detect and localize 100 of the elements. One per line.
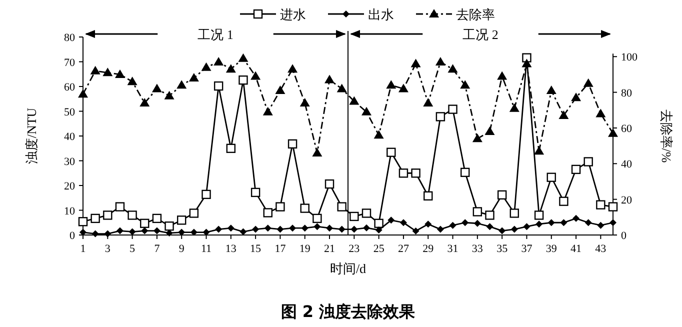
point xyxy=(336,84,347,92)
y-axis-title: 浊度/NTU xyxy=(24,107,39,164)
point xyxy=(410,58,421,68)
point xyxy=(201,62,212,71)
point xyxy=(177,216,186,225)
point xyxy=(362,224,370,232)
point xyxy=(536,220,543,228)
point xyxy=(152,214,162,224)
x-tick-label: 7 xyxy=(154,243,160,255)
y2-tick-label: 0 xyxy=(621,230,627,242)
point xyxy=(102,68,113,76)
point xyxy=(176,80,187,89)
text: 图 2 浊度去除效果 xyxy=(280,302,416,321)
point xyxy=(128,210,137,220)
point xyxy=(510,226,518,233)
x-tick-label: 27 xyxy=(398,243,410,255)
point xyxy=(140,218,150,228)
x-tick-label: 1 xyxy=(80,243,86,255)
point xyxy=(398,168,408,178)
point xyxy=(522,58,532,68)
x-axis-title: 时间/d xyxy=(330,261,367,276)
point xyxy=(423,98,434,106)
annotation: 工况 1 xyxy=(198,27,234,42)
point xyxy=(92,230,99,238)
point xyxy=(460,168,470,177)
annotation: 工况 2 xyxy=(462,27,498,42)
point xyxy=(472,134,482,142)
y2-tick-label: 20 xyxy=(621,194,632,206)
point xyxy=(374,130,384,139)
point xyxy=(400,219,407,226)
point xyxy=(116,227,124,234)
point xyxy=(337,202,346,212)
point xyxy=(90,66,100,74)
point xyxy=(350,226,358,233)
point xyxy=(411,168,420,178)
point xyxy=(436,226,444,233)
x-tick-label: 41 xyxy=(570,243,582,255)
point xyxy=(312,214,322,224)
point xyxy=(510,208,519,218)
point xyxy=(202,190,211,200)
point xyxy=(386,80,396,89)
point xyxy=(584,219,592,226)
point xyxy=(424,191,433,200)
point xyxy=(300,98,310,106)
y2-tick-label: 60 xyxy=(621,122,632,135)
point xyxy=(128,228,136,236)
point xyxy=(361,106,372,116)
point xyxy=(474,220,481,227)
x-tick-label: 29 xyxy=(422,243,434,255)
x-tick-label: 31 xyxy=(447,243,458,255)
point xyxy=(140,98,150,106)
point xyxy=(497,190,507,200)
point xyxy=(326,224,334,232)
x-tick-label: 23 xyxy=(348,243,360,255)
y-tick-label: 60 xyxy=(64,82,76,94)
point xyxy=(548,219,555,226)
point xyxy=(324,179,334,189)
point xyxy=(596,108,606,118)
annotation: 工况 1 xyxy=(85,27,346,42)
point xyxy=(288,139,298,149)
x-tick-label: 25 xyxy=(373,243,385,255)
y-tick-label: 50 xyxy=(64,106,76,118)
point xyxy=(78,89,88,98)
point xyxy=(608,128,618,137)
point xyxy=(435,56,446,66)
point xyxy=(558,110,569,119)
point xyxy=(276,226,284,233)
point xyxy=(288,64,298,73)
point xyxy=(546,172,556,182)
x-tick-label: 17 xyxy=(274,243,286,255)
point xyxy=(104,230,112,238)
point xyxy=(596,200,606,210)
point xyxy=(388,216,395,224)
point xyxy=(289,224,296,232)
point xyxy=(362,208,372,218)
point xyxy=(485,210,494,220)
point xyxy=(314,223,321,230)
point xyxy=(546,86,556,94)
point xyxy=(449,222,456,229)
point xyxy=(374,218,384,228)
x-tick-label: 13 xyxy=(225,243,237,255)
point xyxy=(509,103,520,112)
point xyxy=(90,214,100,224)
point xyxy=(262,106,273,116)
point xyxy=(522,53,532,62)
point xyxy=(263,208,272,218)
point xyxy=(153,227,160,234)
point xyxy=(164,221,174,231)
point xyxy=(127,76,138,86)
annotation: 工况 2 xyxy=(350,27,611,42)
point xyxy=(497,71,508,80)
point xyxy=(560,219,568,226)
point xyxy=(78,217,88,226)
point xyxy=(238,53,248,62)
point xyxy=(226,64,236,73)
x-tick-label: 21 xyxy=(324,243,336,255)
point xyxy=(349,96,360,105)
point xyxy=(141,227,148,234)
point xyxy=(215,226,222,233)
point xyxy=(312,148,322,156)
